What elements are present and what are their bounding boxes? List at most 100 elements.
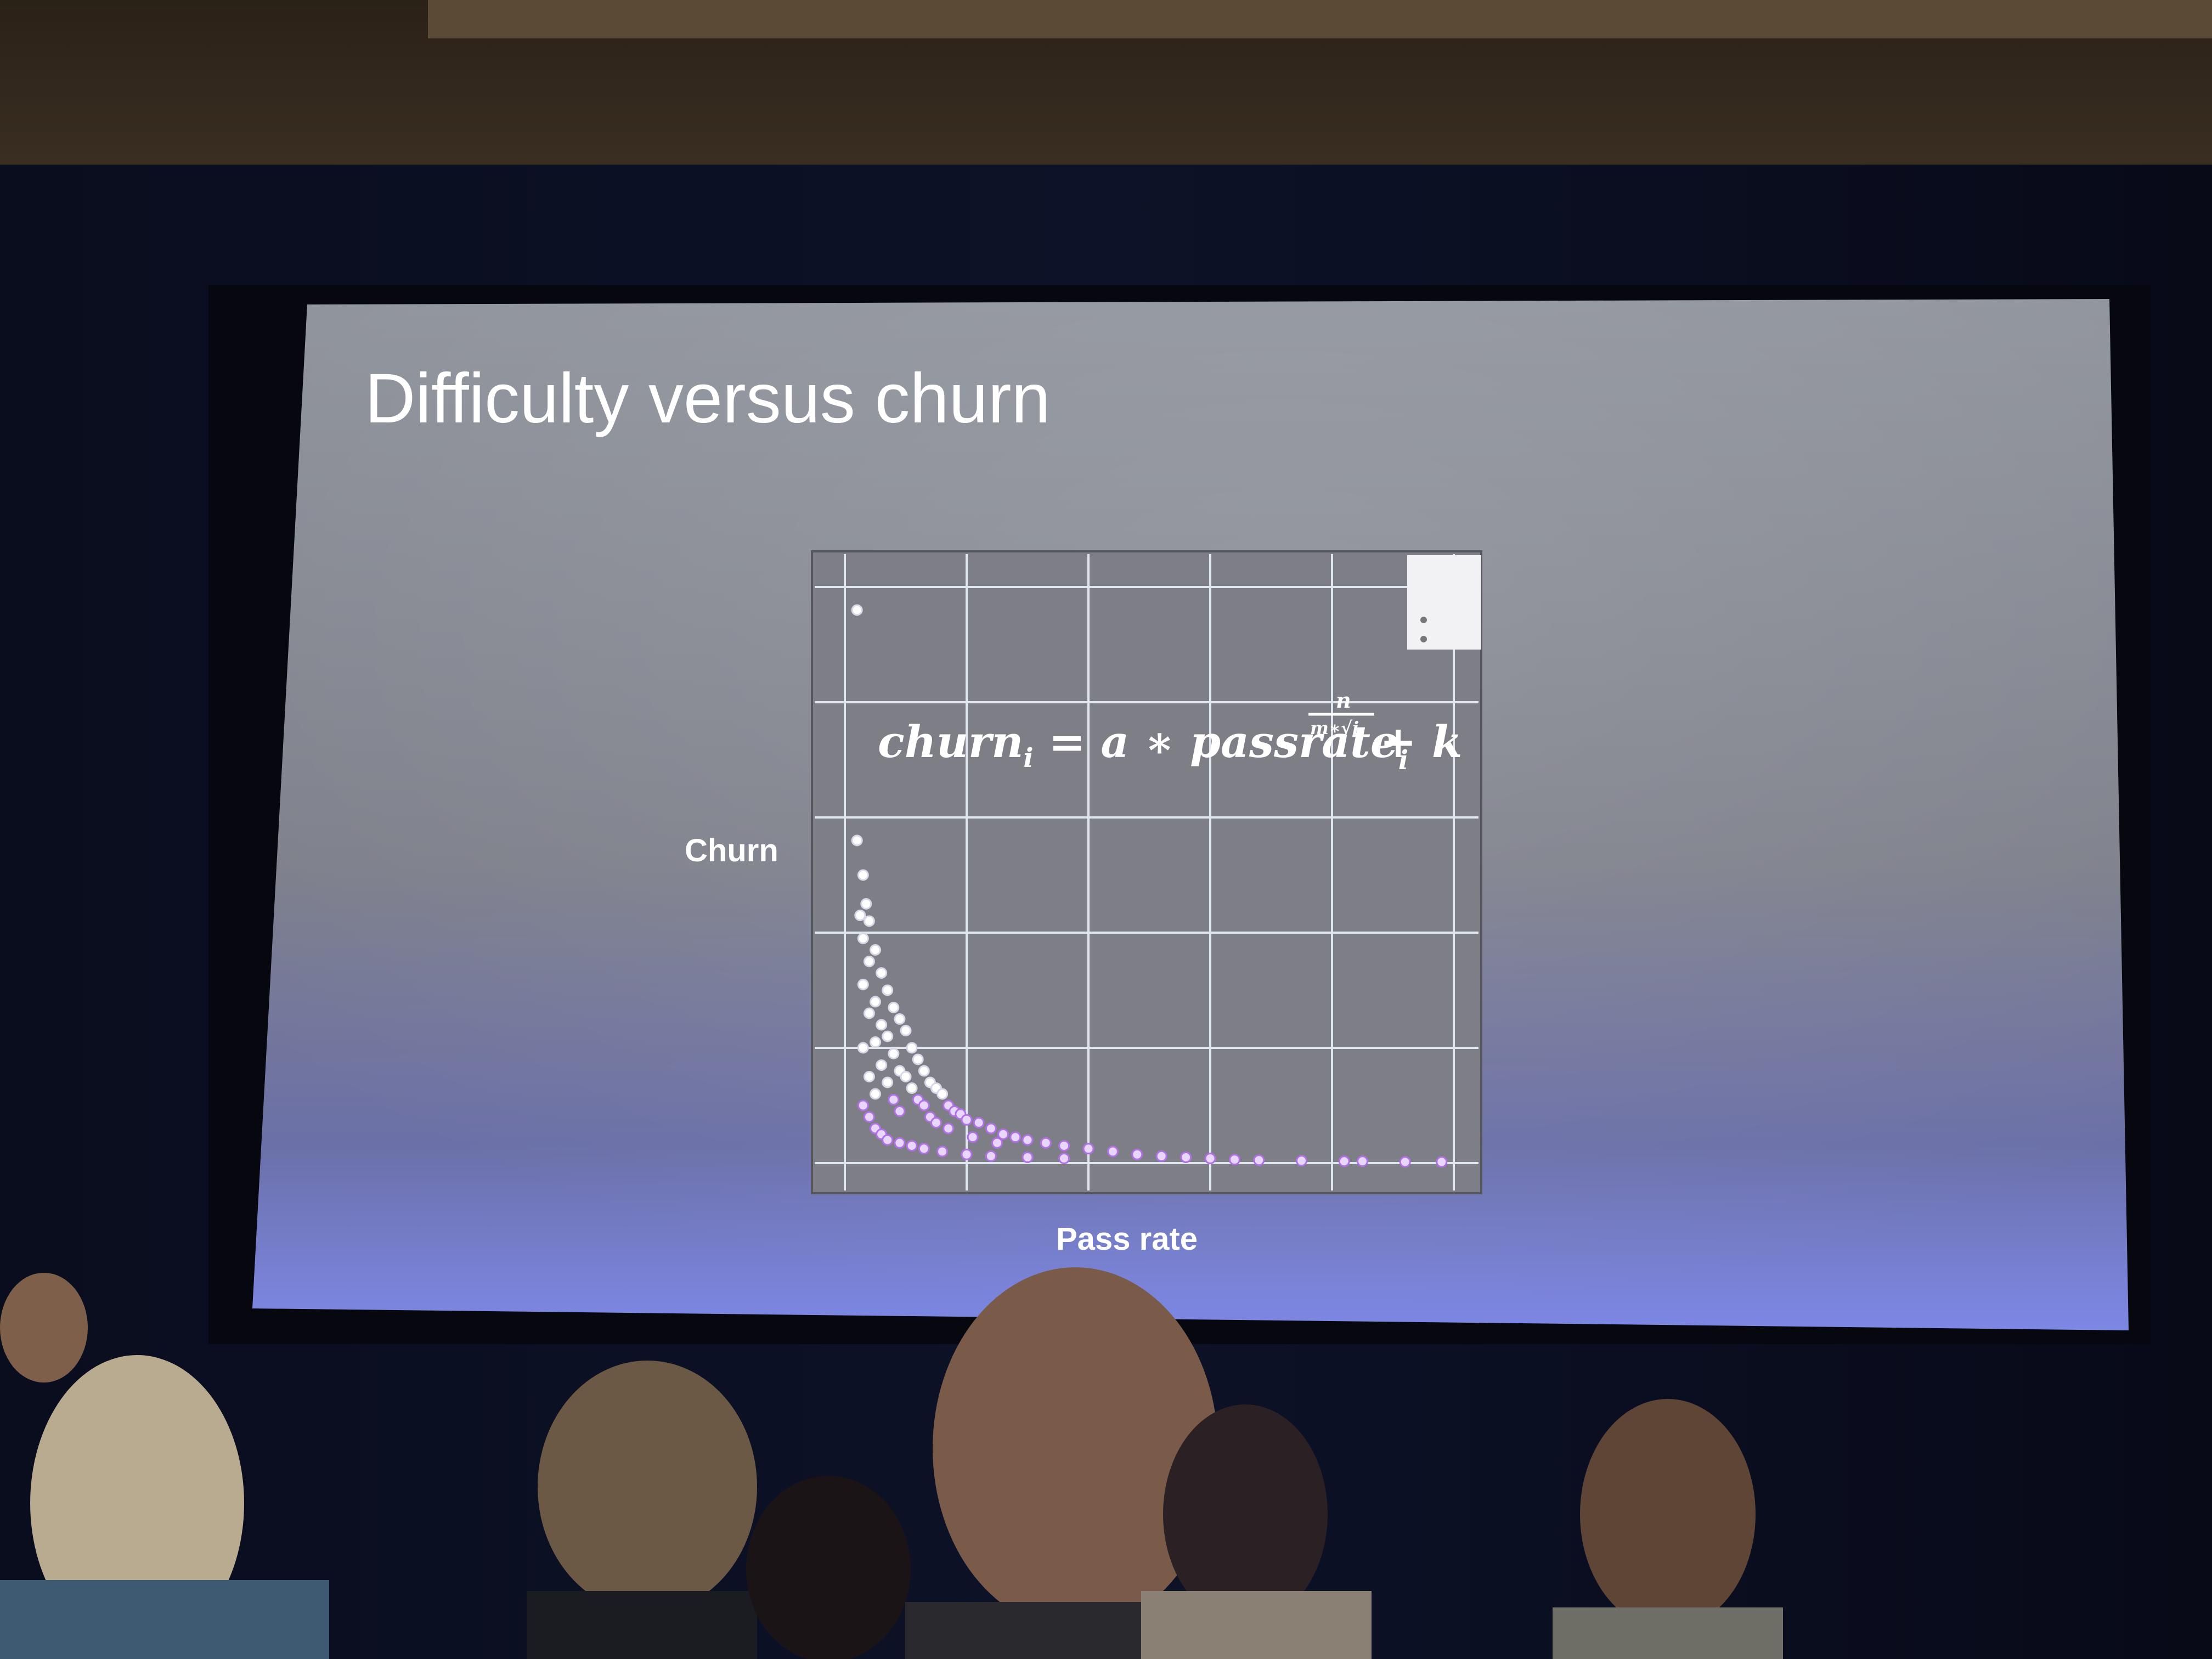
eq-mid: = a ∗ passrate <box>1034 716 1398 768</box>
data-point <box>870 1088 881 1100</box>
data-point <box>1399 1156 1411 1168</box>
eq-lhs: churn <box>878 716 1023 768</box>
data-point <box>961 1148 973 1160</box>
data-point <box>1009 1131 1022 1143</box>
scatter-points <box>851 604 1448 1168</box>
data-point <box>1058 1153 1070 1165</box>
chart: churni = a ∗ passratei n m∗√i + k <box>811 550 1482 1194</box>
ceiling-trim <box>428 0 2212 38</box>
data-point <box>863 956 875 967</box>
data-point <box>961 1114 973 1126</box>
data-point <box>876 1019 888 1031</box>
audience-head <box>538 1361 757 1613</box>
data-point <box>863 915 875 927</box>
data-point <box>985 1150 997 1162</box>
audience-head <box>30 1355 244 1651</box>
audience-body <box>1553 1607 1783 1659</box>
data-point <box>906 1140 918 1152</box>
slide-title: Difficulty versus churn <box>365 359 1051 438</box>
audience-head <box>1163 1404 1328 1624</box>
data-point <box>888 1002 900 1013</box>
data-point <box>857 1042 869 1054</box>
data-point <box>857 869 869 881</box>
data-point <box>985 1122 997 1135</box>
data-point <box>1253 1154 1265 1166</box>
data-point <box>1338 1155 1350 1167</box>
data-point <box>906 1042 918 1054</box>
audience-body <box>527 1591 757 1659</box>
data-point <box>851 834 863 847</box>
eq-rhs: + k <box>1380 716 1462 768</box>
data-point <box>882 1076 894 1088</box>
data-point <box>863 1111 875 1123</box>
data-point <box>936 1146 949 1158</box>
audience-head <box>0 1273 88 1383</box>
data-point <box>854 910 866 921</box>
data-point <box>876 1059 888 1071</box>
data-point <box>870 996 881 1008</box>
data-point <box>900 1025 912 1036</box>
audience-head <box>746 1476 911 1659</box>
data-point <box>851 604 863 616</box>
data-point <box>1040 1137 1052 1149</box>
data-point <box>882 1030 894 1042</box>
data-point <box>894 1013 906 1025</box>
data-point <box>973 1117 985 1128</box>
eq-lhs-sub: i <box>1023 743 1033 774</box>
audience-body <box>1141 1591 1372 1659</box>
plot-area <box>811 550 1482 1194</box>
data-point <box>860 898 872 910</box>
data-point <box>857 979 869 990</box>
data-point <box>1131 1148 1143 1160</box>
data-point <box>882 984 894 996</box>
audience-head <box>933 1267 1218 1629</box>
data-point <box>857 1099 869 1111</box>
data-point <box>918 1143 930 1155</box>
data-point <box>991 1137 1003 1149</box>
eq-mid-sub: i <box>1398 745 1408 776</box>
data-point <box>1228 1154 1240 1166</box>
data-point <box>1357 1155 1368 1167</box>
data-point <box>900 1071 912 1082</box>
data-point <box>1058 1140 1070 1152</box>
data-point <box>1204 1153 1216 1165</box>
legend-box <box>1407 555 1481 650</box>
data-point <box>930 1117 942 1128</box>
equation-annotation: churni = a ∗ passratei n m∗√i + k <box>878 688 1462 776</box>
eq-exp-den: m∗√i <box>1310 718 1359 738</box>
data-point <box>918 1065 930 1077</box>
data-point <box>863 1071 875 1082</box>
eq-exp-num: n <box>1336 688 1351 713</box>
data-point <box>1296 1155 1307 1167</box>
data-point <box>967 1131 979 1143</box>
data-point <box>997 1128 1009 1140</box>
data-point <box>1155 1150 1167 1162</box>
data-point <box>894 1137 906 1149</box>
data-point <box>888 1094 900 1105</box>
legend-marker <box>1420 617 1427 623</box>
data-point <box>1022 1134 1034 1146</box>
data-point <box>943 1122 955 1135</box>
data-point <box>1107 1146 1119 1158</box>
grid-lines <box>815 554 1479 1190</box>
data-point <box>870 1036 881 1048</box>
audience <box>0 1267 1783 1659</box>
data-point <box>888 1048 900 1059</box>
data-point <box>1180 1152 1192 1163</box>
x-axis-label: Pass rate <box>1056 1221 1198 1257</box>
y-axis-label: Churn <box>685 833 778 868</box>
data-point <box>1082 1143 1094 1155</box>
data-point <box>863 1007 875 1019</box>
legend-marker <box>1420 636 1427 642</box>
data-point <box>936 1088 949 1100</box>
audience-head <box>1580 1399 1756 1629</box>
data-point <box>876 967 888 979</box>
svg-text:churni = a ∗ passratei: churni = a ∗ passratei <box>878 716 1408 776</box>
data-point <box>857 933 869 944</box>
data-point <box>1436 1156 1448 1168</box>
data-point <box>918 1099 930 1111</box>
data-point <box>870 944 881 956</box>
data-point <box>882 1134 894 1146</box>
data-point <box>906 1082 918 1094</box>
